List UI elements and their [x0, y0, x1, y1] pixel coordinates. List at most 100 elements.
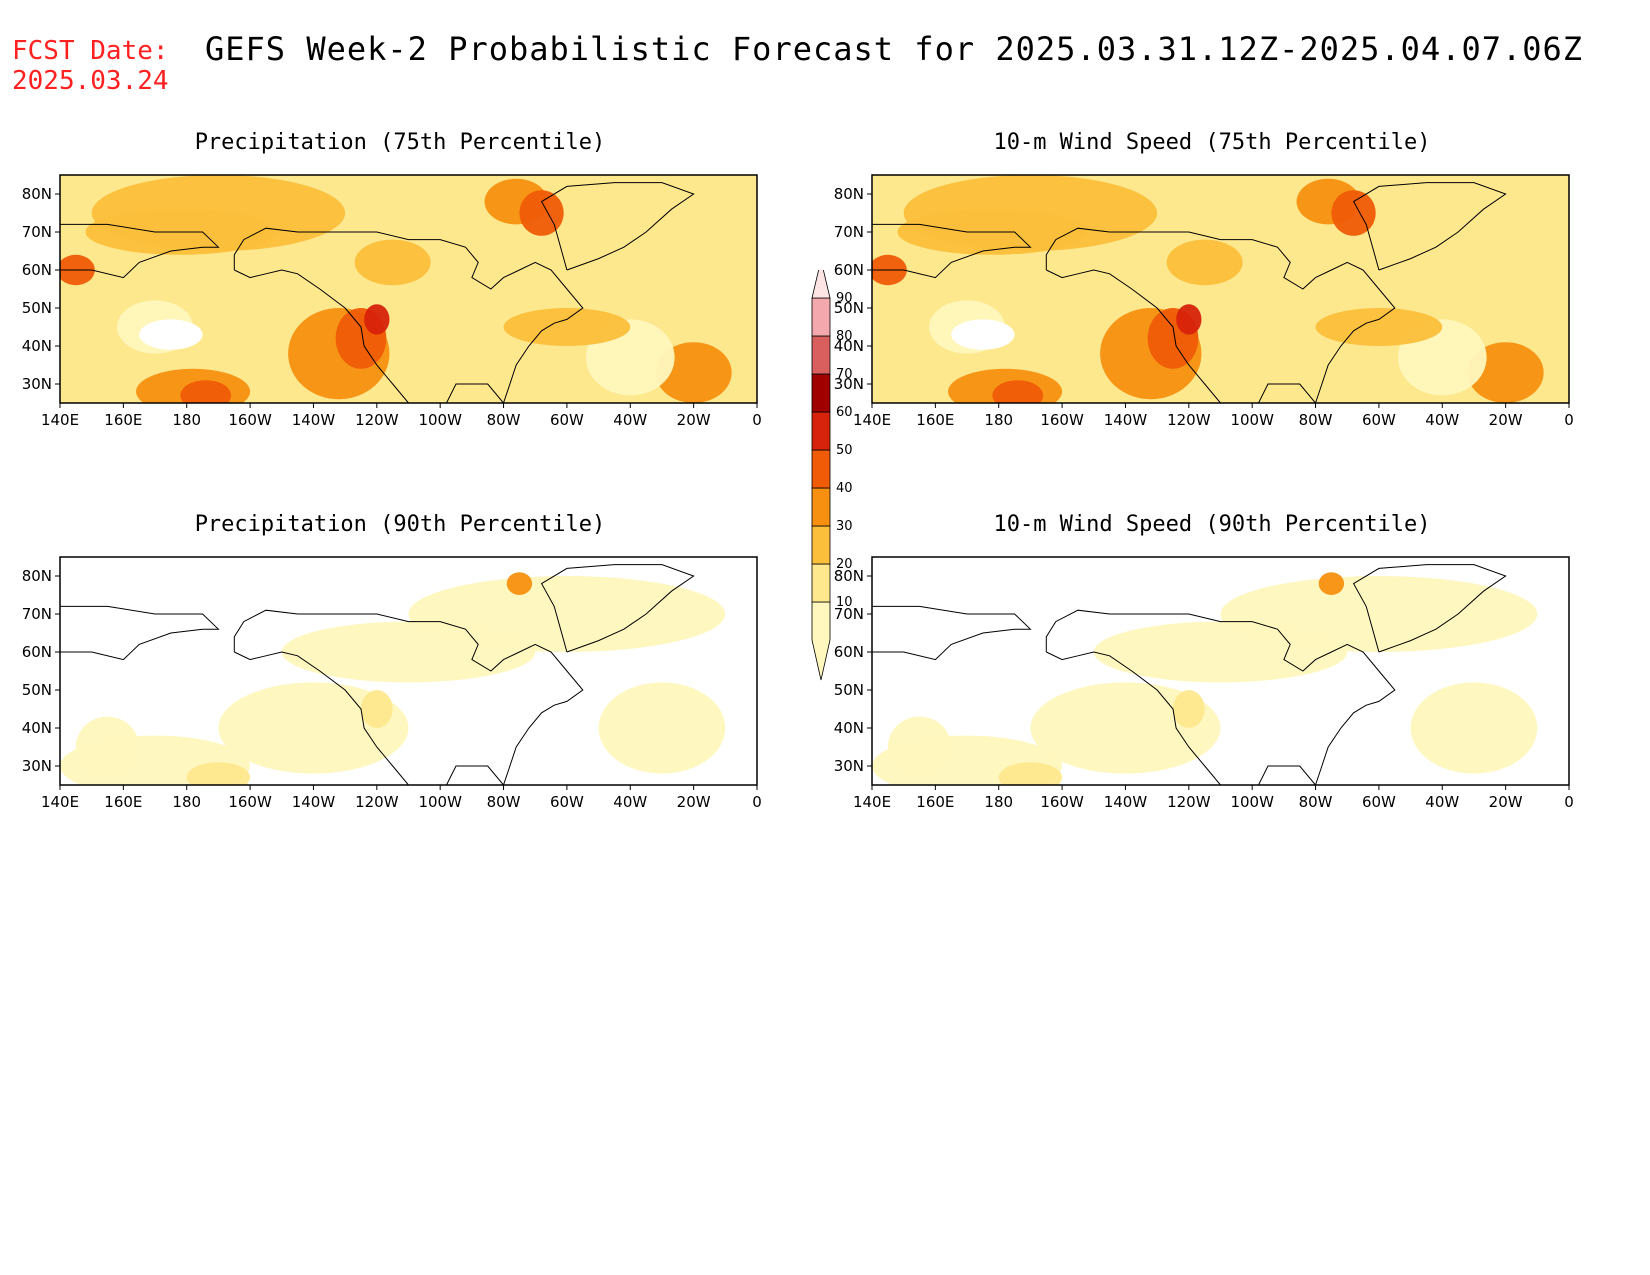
colorbar-segment	[811, 525, 831, 565]
colorbar-label: 20	[836, 557, 853, 572]
lon-tick-label: 180	[172, 793, 201, 811]
lon-tick-label: 160W	[1040, 411, 1084, 429]
lat-tick-label: 30N	[834, 375, 864, 393]
lon-tick-label: 0	[1564, 411, 1574, 429]
lon-tick-label: 140E	[853, 411, 891, 429]
lat-tick-label: 50N	[22, 299, 52, 317]
lon-tick-label: 160E	[916, 411, 954, 429]
panel-title: 10-m Wind Speed (90th Percentile)	[993, 512, 1431, 537]
lon-tick-label: 180	[172, 411, 201, 429]
lon-tick-label: 40W	[1425, 411, 1459, 429]
forecast-date-label: FCST Date:	[12, 36, 169, 66]
lat-tick-label: 40N	[834, 719, 864, 737]
lon-tick-label: 120W	[355, 793, 399, 811]
map-plot: 140E 160E 180 160W 140W 120W 100W 80W 60W 40W 20W 0…	[22, 556, 762, 811]
colorbar-segment	[811, 487, 831, 527]
lon-tick-label: 140W	[1104, 411, 1148, 429]
lon-tick-label: 40W	[613, 411, 647, 429]
map-plot: 140E 160E 180 160W 140W 120W 100W 80W 60W 40W 20W 0…	[834, 174, 1574, 429]
lat-tick-label: 60N	[22, 643, 52, 661]
lon-tick-label: 80W	[1299, 793, 1333, 811]
probability-contour	[360, 690, 393, 728]
probability-contour	[951, 319, 1015, 350]
north-america-coastline	[233, 227, 584, 403]
lon-tick-label: 80W	[487, 411, 521, 429]
lon-tick-label: 160W	[1040, 793, 1084, 811]
map-frame	[59, 174, 758, 404]
lat-tick-label: 50N	[834, 299, 864, 317]
probability-contour	[887, 716, 952, 778]
probability-contour	[998, 762, 1063, 785]
probability-contour	[1331, 190, 1376, 236]
lon-tick-label: 100W	[418, 793, 462, 811]
lon-tick-label: 120W	[1167, 411, 1211, 429]
colorbar-segment	[811, 373, 831, 413]
lat-tick-label: 70N	[22, 605, 52, 623]
precip-90th-panel: Precipitation (90th Percentile) 140E 160E…	[0, 512, 800, 842]
probability-contour	[186, 762, 251, 785]
probability-contour	[281, 621, 536, 683]
colorbar-segment	[811, 601, 831, 681]
lat-tick-label: 80N	[22, 185, 52, 203]
lon-tick-label: 40W	[1425, 793, 1459, 811]
greenland-coastline	[1352, 182, 1507, 271]
lon-tick-label: 180	[984, 793, 1013, 811]
colorbar-segment	[811, 563, 831, 603]
lon-tick-label: 140W	[292, 411, 336, 429]
lon-tick-label: 80W	[487, 793, 521, 811]
colorbar-label: 30	[836, 519, 853, 534]
probability-contour	[180, 380, 232, 403]
lat-tick-label: 70N	[834, 605, 864, 623]
lon-tick-label: 160E	[104, 411, 142, 429]
lon-tick-label: 140E	[853, 793, 891, 811]
colorbar-label: 10	[836, 595, 853, 610]
lon-tick-label: 120W	[1167, 793, 1211, 811]
colorbar-segment	[811, 411, 831, 451]
probability-contour	[354, 239, 431, 286]
lon-tick-label: 140W	[1104, 793, 1148, 811]
north-america-coastline	[1045, 609, 1396, 785]
lat-tick-label: 60N	[22, 261, 52, 279]
north-america-coastline	[1045, 227, 1396, 403]
asia-coastline	[60, 223, 220, 279]
forecast-date-value: 2025.03.24	[12, 66, 169, 96]
asia-coastline	[872, 605, 1032, 661]
probability-contour	[218, 682, 409, 774]
lon-tick-label: 100W	[1230, 793, 1274, 811]
lon-tick-label: 0	[1564, 793, 1574, 811]
lon-tick-label: 140W	[292, 793, 336, 811]
lat-tick-label: 60N	[834, 261, 864, 279]
lat-tick-label: 80N	[834, 185, 864, 203]
lat-tick-label: 50N	[22, 681, 52, 699]
lon-tick-label: 0	[752, 411, 762, 429]
colorbar-segment	[811, 335, 831, 375]
lon-tick-label: 60W	[550, 411, 584, 429]
lon-tick-label: 60W	[1362, 411, 1396, 429]
probability-contour	[1410, 682, 1538, 774]
lat-tick-label: 70N	[834, 223, 864, 241]
lon-tick-label: 140E	[41, 793, 79, 811]
lon-tick-label: 20W	[677, 793, 711, 811]
colorbar-segment	[811, 297, 831, 337]
probability-contour	[139, 319, 203, 350]
probability-contour	[506, 572, 533, 595]
colorbar-label: 70	[836, 367, 853, 382]
lon-tick-label: 60W	[550, 793, 584, 811]
lon-tick-label: 100W	[1230, 411, 1274, 429]
probability-contour	[1172, 690, 1205, 728]
lat-tick-label: 30N	[834, 757, 864, 775]
lon-tick-label: 160W	[228, 793, 272, 811]
lon-tick-label: 160W	[228, 411, 272, 429]
lon-tick-label: 60W	[1362, 793, 1396, 811]
probability-contour	[75, 716, 140, 778]
map-plot: 140E 160E 180 160W 140W 120W 100W 80W 60W 40W 20W 0…	[834, 556, 1574, 811]
lat-tick-label: 30N	[22, 757, 52, 775]
lon-tick-label: 20W	[1489, 793, 1523, 811]
forecast-date-block: FCST Date: 2025.03.24	[12, 36, 169, 96]
probability-contour	[1093, 621, 1348, 683]
main-title: GEFS Week-2 Probabilistic Forecast for 2…	[205, 30, 1584, 68]
colorbar-label: 40	[836, 481, 853, 496]
precip-75th-panel: Precipitation (75th Percentile) 140E 160E…	[0, 130, 800, 460]
lon-tick-label: 20W	[1489, 411, 1523, 429]
colorbar-label: 50	[836, 443, 853, 458]
